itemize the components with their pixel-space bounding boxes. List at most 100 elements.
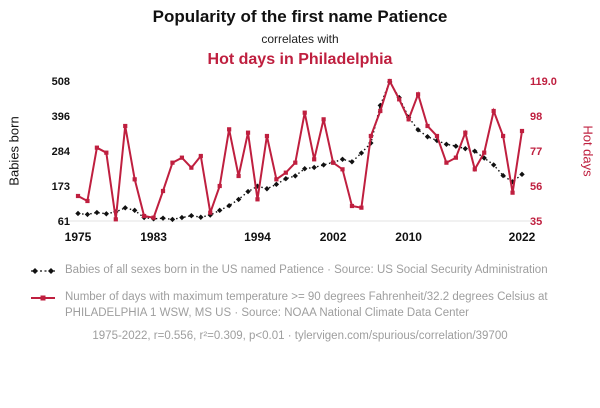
series-hotdays-marker: [321, 117, 326, 122]
solid-square-line-icon: [30, 290, 56, 309]
series-hotdays-marker: [283, 170, 288, 175]
series-hotdays-marker: [293, 160, 298, 165]
series-hotdays-marker: [113, 217, 118, 222]
series-babies-marker: [245, 188, 251, 195]
left-axis-tick: 508: [52, 76, 70, 88]
series-babies-marker: [235, 196, 242, 203]
series-hotdays-marker: [340, 167, 345, 172]
series-babies-marker: [131, 207, 138, 214]
series-babies-marker: [490, 162, 497, 168]
series-hotdays-marker: [217, 183, 222, 189]
series-hotdays-marker: [425, 123, 430, 129]
series-hotdays-marker: [463, 130, 468, 135]
series-babies-line: [77, 80, 523, 221]
footer-text: 1975-2022, r=0.556, r²=0.309, p<0.01 · t…: [92, 329, 508, 342]
series-hotdays-marker: [387, 78, 392, 84]
series-babies-marker: [311, 164, 317, 171]
series-hotdays-marker: [264, 133, 270, 139]
series-babies-marker: [292, 173, 298, 179]
series-hotdays-marker: [302, 110, 307, 115]
series-babies-marker: [339, 156, 346, 162]
series-hotdays-marker: [501, 133, 506, 139]
series-hotdays-marker: [482, 150, 487, 155]
series-babies-marker: [462, 145, 469, 152]
legend-item-babies: Babies of all sexes born in the US named…: [30, 263, 572, 282]
left-axis-tick: 61: [58, 216, 70, 228]
x-axis-tick: 1975: [65, 230, 92, 244]
series-babies-marker: [358, 150, 365, 156]
series-babies-marker: [472, 148, 478, 154]
series-hotdays-marker: [491, 108, 496, 114]
series-babies-marker: [217, 207, 223, 214]
series-hotdays-marker: [519, 128, 525, 134]
series-hotdays-marker: [208, 210, 213, 215]
series-hotdays-marker: [160, 188, 166, 194]
series-babies-marker: [75, 210, 81, 217]
chart-title-secondary: Hot days in Philadelphia: [207, 51, 393, 68]
series-hotdays-marker: [94, 145, 99, 150]
legend-item-hotdays: Number of days with maximum temperature …: [30, 290, 572, 322]
series-hotdays-marker: [330, 160, 336, 165]
series-hotdays-marker: [415, 92, 421, 97]
left-axis-tick: 284: [52, 146, 71, 158]
series-babies-marker: [424, 134, 431, 140]
right-axis-tick: 98: [530, 111, 542, 123]
series-babies-marker: [519, 171, 525, 178]
series-hotdays-marker: [123, 123, 128, 129]
series-babies-marker: [349, 159, 355, 165]
series-hotdays-marker: [359, 205, 364, 210]
series-hotdays-marker: [397, 97, 402, 102]
series-babies-marker: [103, 211, 110, 217]
series-hotdays-marker: [245, 130, 251, 135]
series-hotdays-marker: [104, 150, 109, 155]
series-hotdays-marker: [312, 157, 317, 162]
x-axis-tick: 1994: [244, 230, 271, 244]
series-hotdays-marker: [472, 167, 477, 172]
series-babies-marker: [169, 216, 176, 223]
series-babies-marker: [188, 212, 195, 219]
left-axis-label: Babies born: [6, 116, 22, 186]
series-hotdays-marker: [274, 177, 279, 182]
series-babies-marker: [302, 165, 308, 172]
series-hotdays-marker: [255, 197, 260, 202]
series-hotdays-marker: [142, 213, 147, 219]
dotted-diamond-line-icon: [30, 263, 56, 282]
legend-label: Babies of all sexes born in the US named…: [65, 264, 548, 276]
right-axis-label: Hot days: [580, 125, 596, 177]
chart-subtitle: correlates with: [261, 32, 339, 46]
right-axis-tick: 56: [530, 181, 542, 193]
left-axis-tick: 173: [52, 181, 70, 193]
series-hotdays-marker: [179, 155, 185, 160]
series-hotdays-marker: [132, 177, 137, 182]
series-babies-marker: [500, 172, 506, 179]
series-babies-marker: [84, 211, 91, 218]
series-hotdays-marker: [444, 160, 449, 165]
series-babies-marker: [283, 176, 289, 182]
series-babies-marker: [94, 209, 100, 216]
series-hotdays-marker: [198, 153, 203, 159]
chart-area: 61 173 284 396 508 35 56 77 98 119.0 1975 1983 1994 2…: [0, 71, 600, 253]
right-axis-tick: 119.0: [530, 76, 557, 88]
series-hotdays-marker: [151, 215, 156, 220]
series-hotdays-marker: [378, 108, 383, 114]
series-hotdays-marker: [406, 117, 411, 122]
series-babies-marker: [320, 162, 327, 168]
right-axis-tick: 77: [530, 146, 542, 158]
series-babies-marker: [264, 186, 270, 192]
x-axis-tick: 2002: [320, 230, 347, 244]
series-hotdays-marker: [236, 173, 241, 179]
legend-label: Number of days with maximum temperature …: [65, 290, 548, 319]
x-axis-tick: 1983: [140, 230, 167, 244]
chart-svg: 61 173 284 396 508 35 56 77 98 119.0 1975 1983 1994 2…: [52, 76, 557, 244]
series-hotdays-marker: [227, 127, 232, 132]
series-hotdays-marker: [434, 133, 440, 139]
series-babies-marker: [415, 127, 421, 133]
legend: Babies of all sexes born in the US named…: [30, 263, 572, 322]
x-axis-tick: 2010: [395, 230, 422, 244]
series-babies-marker: [453, 143, 459, 149]
series-babies-marker: [443, 141, 450, 147]
series-hotdays-marker: [75, 193, 81, 199]
series-hotdays-marker: [453, 155, 458, 160]
chart-title: Popularity of the first name Patience: [152, 7, 448, 26]
